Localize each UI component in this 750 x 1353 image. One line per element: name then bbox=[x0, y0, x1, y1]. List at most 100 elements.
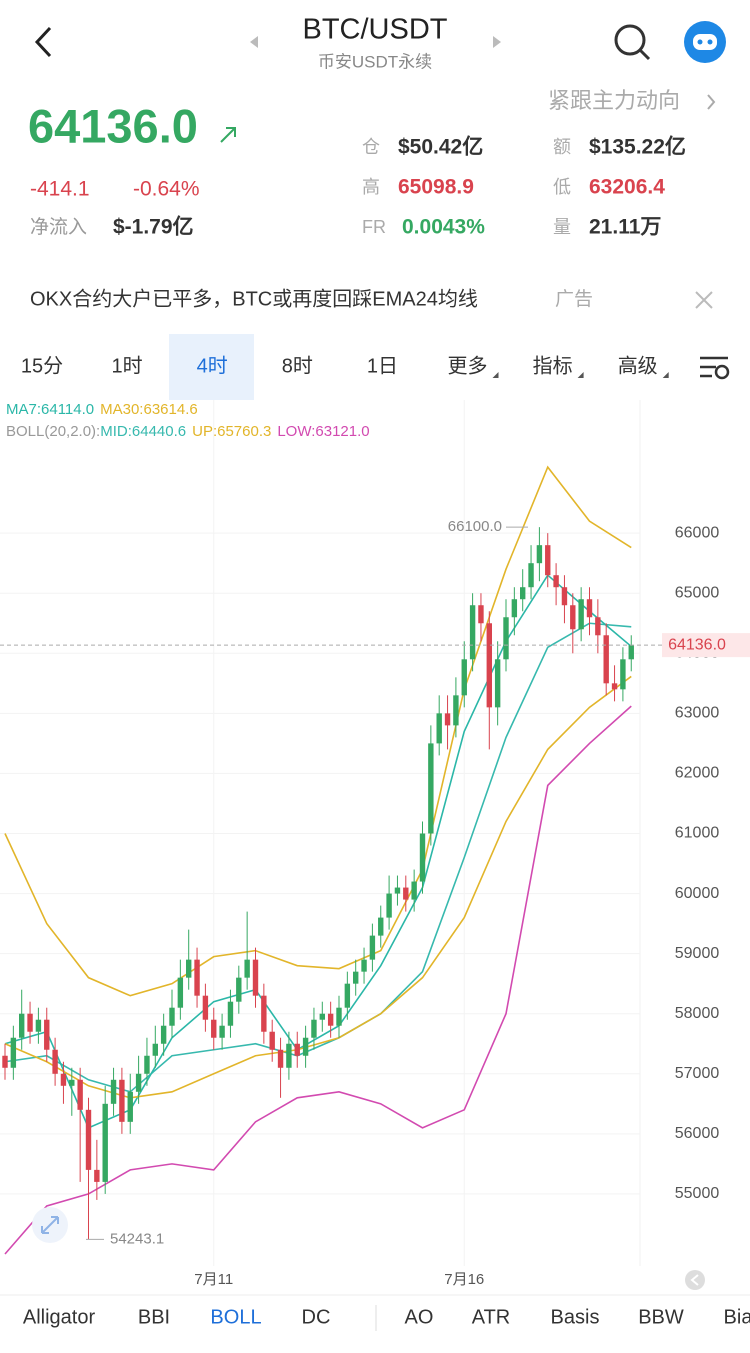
y-tick-label: 63000 bbox=[675, 705, 720, 722]
indicator-tab[interactable]: Alligator bbox=[23, 1306, 96, 1328]
candle-body bbox=[169, 1007, 175, 1026]
news-text[interactable]: OKX合约大户已平多，BTC或再度回踩EMA24均线 bbox=[30, 287, 478, 310]
indicator-tab[interactable]: Basis bbox=[551, 1306, 600, 1328]
y-tick-label: 59000 bbox=[675, 945, 720, 962]
stat-label: FR bbox=[362, 217, 386, 237]
candle-body bbox=[19, 1013, 25, 1038]
indicator-tab[interactable]: ATR bbox=[472, 1306, 511, 1328]
candle-body bbox=[453, 695, 459, 726]
current-price-label: 64136.0 bbox=[668, 636, 726, 653]
stat-label: 量 bbox=[553, 217, 571, 237]
candle-body bbox=[119, 1079, 125, 1122]
avatar[interactable] bbox=[684, 21, 726, 63]
indicator-tab[interactable]: DC bbox=[302, 1306, 331, 1328]
candle-body bbox=[60, 1073, 67, 1086]
stat-value: $50.42亿 bbox=[398, 135, 483, 159]
candle-body bbox=[160, 1025, 167, 1044]
legend-item: BOLL(20,2.0): bbox=[6, 423, 100, 440]
interval-tab[interactable]: 指标 bbox=[533, 354, 573, 377]
candle-body bbox=[286, 1043, 292, 1068]
prev-arrow[interactable] bbox=[250, 36, 258, 48]
candle-body bbox=[85, 1109, 92, 1170]
stat-value: 0.0043% bbox=[402, 216, 485, 239]
candle-body bbox=[428, 743, 434, 834]
candle-body bbox=[69, 1079, 75, 1086]
candle-body bbox=[511, 599, 518, 618]
stat-label: 高 bbox=[362, 177, 380, 197]
next-arrow[interactable] bbox=[493, 36, 501, 48]
promo-arrow bbox=[707, 94, 716, 110]
scroll-end[interactable] bbox=[685, 1270, 705, 1290]
candle-body bbox=[135, 1073, 142, 1092]
x-tick-label: 7月16 bbox=[444, 1271, 484, 1288]
ad-tag: 广告 bbox=[555, 288, 593, 310]
interval-tab[interactable]: 4时 bbox=[197, 354, 228, 377]
change: -414.1 bbox=[30, 178, 90, 201]
stat-label: 低 bbox=[553, 177, 571, 197]
candle-body bbox=[494, 659, 501, 708]
indicator-tab[interactable]: AO bbox=[405, 1306, 434, 1328]
legend-item: MID:64440.6 bbox=[100, 423, 186, 440]
candle-body bbox=[344, 983, 351, 1008]
legend-item: MA7:64114.0 bbox=[6, 401, 94, 418]
interval-tab[interactable]: 15分 bbox=[21, 354, 63, 377]
net-inflow: $-1.79亿 bbox=[113, 215, 194, 239]
settings-icon[interactable] bbox=[700, 356, 730, 380]
candle-body bbox=[269, 1031, 275, 1050]
candle-body bbox=[553, 575, 559, 588]
search-icon[interactable] bbox=[614, 24, 651, 61]
min-marker-label: 54243.1 bbox=[110, 1230, 164, 1247]
dropdown-mark bbox=[662, 372, 669, 378]
candle-body bbox=[52, 1049, 58, 1074]
candle-body bbox=[570, 605, 576, 630]
candle-body bbox=[369, 935, 376, 960]
candle-body bbox=[227, 1001, 234, 1026]
close-news[interactable] bbox=[695, 291, 713, 309]
candle-body bbox=[419, 833, 426, 882]
indicator-tab[interactable]: BOLL bbox=[210, 1306, 261, 1328]
candle-body bbox=[110, 1079, 117, 1104]
indicator-tab[interactable]: BBW bbox=[638, 1306, 684, 1328]
tab-selected-bg bbox=[169, 334, 254, 400]
candle-body bbox=[319, 1013, 325, 1020]
candle-body bbox=[144, 1055, 150, 1074]
stat-value: 63206.4 bbox=[589, 176, 665, 199]
legend-row: MA7:64114.0 MA30:63614.6 bbox=[6, 401, 198, 418]
y-tick-label: 62000 bbox=[675, 765, 720, 782]
candle-body bbox=[403, 887, 409, 900]
candle-body bbox=[520, 587, 526, 600]
candle-body bbox=[386, 893, 392, 918]
indicator-tab[interactable]: Bia bbox=[724, 1306, 750, 1328]
candle-body bbox=[236, 977, 242, 1002]
interval-tab[interactable]: 8时 bbox=[282, 354, 313, 377]
interval-tab[interactable]: 1日 bbox=[367, 355, 398, 377]
interval-tab[interactable]: 1时 bbox=[112, 354, 143, 377]
candle-body bbox=[545, 545, 551, 576]
candle-body bbox=[561, 587, 568, 606]
stat-value: 21.11万 bbox=[589, 216, 661, 239]
interval-tab[interactable]: 高级 bbox=[618, 354, 658, 377]
dropdown-mark bbox=[492, 372, 499, 378]
candle-body bbox=[211, 1019, 217, 1038]
interval-tab[interactable]: 更多 bbox=[448, 354, 488, 377]
candle-body bbox=[277, 1049, 284, 1068]
x-tick-label: 7月11 bbox=[194, 1271, 233, 1288]
indicator-tab[interactable]: BBI bbox=[138, 1306, 170, 1328]
max-marker-label: 66100.0 bbox=[448, 518, 502, 535]
candle-body bbox=[194, 959, 200, 996]
dropdown-mark bbox=[577, 372, 584, 378]
candle-body bbox=[327, 1013, 334, 1026]
legend-item: MA30:63614.6 bbox=[100, 401, 198, 418]
candle-body bbox=[244, 959, 250, 978]
candle-body bbox=[486, 623, 492, 708]
legend-item: LOW:63121.0 bbox=[277, 423, 369, 440]
promo-link[interactable]: 紧跟主力动向 bbox=[548, 88, 680, 113]
current-price-box bbox=[662, 633, 750, 658]
candle-body bbox=[35, 1019, 42, 1032]
candle-body bbox=[261, 995, 267, 1032]
candle-body bbox=[469, 605, 476, 660]
legend-row: BOLL(20,2.0):MID:64440.6 UP:65760.3 LOW:63… bbox=[6, 423, 370, 440]
back-button[interactable] bbox=[34, 26, 52, 58]
indicator-line bbox=[4, 622, 632, 1093]
candle-body bbox=[586, 599, 593, 618]
